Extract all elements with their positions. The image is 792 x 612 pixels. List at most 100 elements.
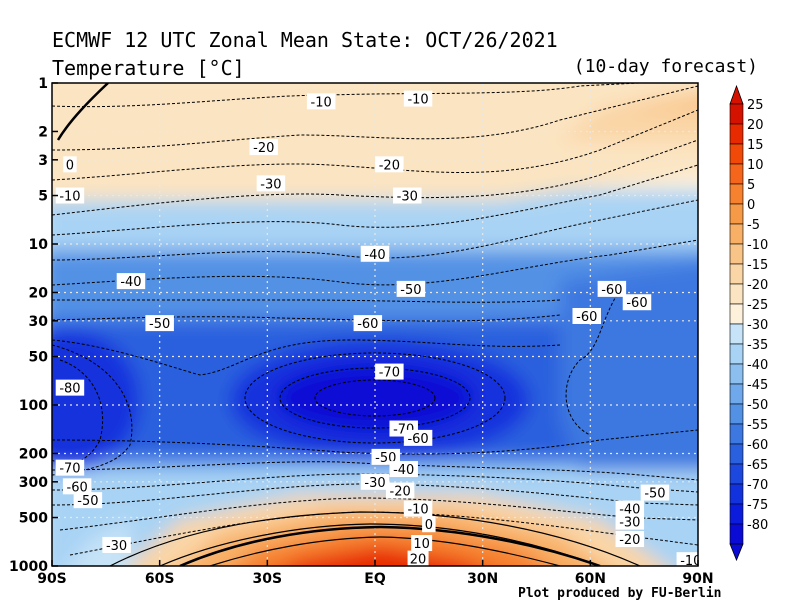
contour-label: -10	[403, 90, 433, 108]
contour-label-text: -10	[311, 95, 332, 110]
contour-label-bg	[256, 175, 286, 192]
colorbar-label: -45	[747, 378, 768, 393]
contour-label: -20	[385, 482, 415, 500]
contour-label: -10	[403, 500, 433, 518]
y-tick-label: 10	[29, 237, 49, 253]
contour-label-bg	[403, 90, 433, 107]
contour-label-bg	[622, 294, 652, 311]
contour-lines	[52, 83, 698, 556]
colorbar-swatch	[729, 303, 744, 325]
contour-label-bg	[676, 552, 698, 566]
contour-label-bg	[55, 379, 85, 396]
contour-label-text: -40	[120, 275, 141, 290]
contour-label-bg	[422, 516, 436, 533]
y-tick-label: 500	[19, 511, 48, 527]
colorbar-label: -5	[747, 218, 760, 233]
colorbar-label: -75	[747, 498, 768, 513]
colorbar-label: -65	[747, 458, 768, 473]
contour-label: -60	[622, 294, 652, 311]
contour-label: -30	[360, 473, 390, 491]
contour-label: 0	[422, 516, 436, 533]
colorbar-swatch	[729, 263, 744, 285]
contour-label-bg	[306, 93, 336, 110]
contour-label-text: -10	[407, 503, 428, 518]
field-band	[275, 363, 475, 433]
contour-label-bg	[615, 500, 645, 517]
contour-label: -60	[597, 280, 627, 298]
field-band	[288, 546, 476, 566]
colorbar-swatch	[729, 483, 744, 505]
y-tick-label: 1000	[9, 559, 48, 575]
colorbar-label: -15	[747, 258, 768, 273]
colorbar-label: -50	[747, 398, 768, 413]
colorbar-swatch	[729, 463, 744, 485]
contour-label-bg	[615, 531, 645, 548]
contour-label-text: 0	[66, 158, 74, 173]
zero-contour	[56, 83, 601, 566]
contour-label: -30	[393, 187, 422, 205]
contour-label-text: -10	[407, 93, 428, 108]
contour-label-text: -50	[400, 283, 421, 298]
contour-label-bg	[371, 448, 401, 465]
contour-label-text: -30	[106, 539, 127, 554]
contour-label: -70	[375, 363, 404, 381]
colorbar-swatch	[729, 143, 744, 165]
colorbar-swatch	[729, 423, 744, 445]
contour-label-text: -20	[379, 158, 400, 173]
contour-label-bg	[375, 156, 404, 173]
contour-label-text: -60	[67, 480, 88, 495]
contour-label: -20	[249, 139, 278, 156]
contour-label-text: -80	[59, 382, 80, 397]
contour-label-text: -60	[601, 283, 622, 298]
colorbar-label: -70	[747, 478, 768, 493]
contour-label: -30	[256, 175, 286, 192]
y-tick-label: 2	[38, 124, 48, 140]
x-tick-label: 30N	[467, 571, 498, 587]
contour-label-bg	[360, 473, 390, 490]
colorbar-label: -10	[747, 238, 768, 253]
credit-text: Plot produced by FU-Berlin	[518, 586, 722, 601]
colorbar-swatch	[729, 203, 744, 225]
contour-label: -20	[375, 156, 404, 173]
contour-label-text: -50	[149, 317, 170, 332]
colorbar-label: 10	[747, 158, 764, 173]
contour-label-text: -30	[397, 190, 418, 205]
contour-label-text: -60	[626, 296, 647, 311]
colorbar-swatch	[729, 523, 744, 545]
colorbar-label: -25	[747, 298, 768, 313]
colorbar-label: 25	[747, 98, 764, 113]
contour-label-text: -70	[379, 366, 400, 381]
contour-label: -40	[389, 461, 418, 478]
contour-label-bg	[411, 535, 433, 552]
contour-label-text: 20	[410, 553, 427, 568]
contour-label-text: -30	[619, 516, 640, 531]
colorbar-label: -30	[747, 318, 768, 333]
contour-label-bg	[393, 187, 422, 204]
colorbar-swatch	[729, 323, 744, 345]
contour-label: -30	[615, 513, 645, 531]
contour-label: -70	[55, 459, 85, 477]
colorbar-arrow-bottom	[729, 543, 744, 562]
contour-label-text: -10	[59, 190, 80, 205]
contour-label-bg	[116, 273, 146, 290]
colorbar-label: 15	[747, 138, 764, 153]
colorbar-swatch	[729, 383, 744, 405]
colorbar-swatch	[729, 403, 744, 425]
y-tick-label: 200	[19, 446, 48, 462]
x-tick-label: 90N	[682, 571, 713, 587]
contour-label-bg	[396, 280, 426, 297]
y-tick-label: 1	[38, 76, 48, 92]
contour-label: -10	[676, 552, 698, 566]
field-band	[69, 520, 130, 566]
y-tick-label: 50	[29, 350, 49, 366]
colorbar-label: 20	[747, 118, 764, 133]
contour-label-bg	[385, 482, 415, 499]
contour-label-bg	[63, 156, 77, 173]
contour-label: -50	[73, 492, 103, 509]
colorbar-swatch	[729, 163, 744, 185]
y-tick-label: 300	[19, 475, 48, 491]
contour-label: -50	[145, 315, 174, 332]
x-tick-label: 60N	[575, 571, 606, 587]
contour-label-text: -20	[619, 533, 640, 548]
